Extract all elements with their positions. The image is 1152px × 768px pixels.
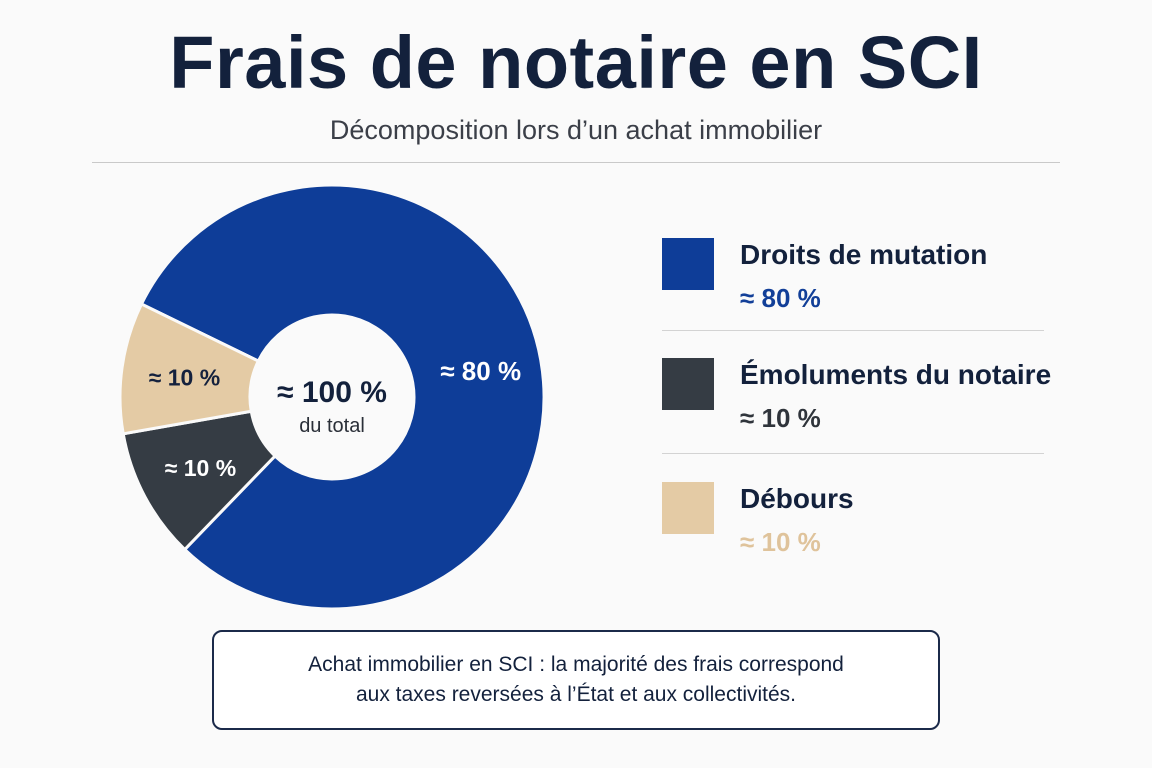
legend-value: ≈ 80 % bbox=[740, 283, 821, 313]
legend-divider bbox=[662, 330, 1044, 331]
legend-swatch bbox=[662, 358, 714, 410]
legend-value: ≈ 10 % bbox=[740, 527, 821, 557]
chart-title: Frais de notaire en SCI bbox=[169, 21, 983, 104]
legend-label: Débours bbox=[740, 483, 854, 514]
legend-swatch bbox=[662, 482, 714, 534]
legend-label: Droits de mutation bbox=[740, 239, 988, 270]
summary-note: Achat immobilier en SCI : la majorité de… bbox=[212, 630, 940, 730]
legend-divider bbox=[662, 453, 1044, 454]
donut-slice-1 bbox=[139, 183, 546, 611]
donut-center-value: ≈ 100 % bbox=[277, 376, 387, 409]
header-divider bbox=[92, 162, 1060, 163]
donut-center-caption: du total bbox=[299, 415, 365, 437]
legend-value: ≈ 10 % bbox=[740, 403, 821, 433]
slice-label-1: ≈ 80 % bbox=[440, 356, 521, 386]
summary-note-line: Achat immobilier en SCI : la majorité de… bbox=[308, 653, 844, 676]
summary-note-line: aux taxes reversées à l’État et aux coll… bbox=[355, 683, 797, 706]
chart-subtitle: Décomposition lors d’un achat immobilier bbox=[329, 115, 823, 145]
slice-label-2: ≈ 10 % bbox=[165, 455, 236, 481]
slice-label-3: ≈ 10 % bbox=[149, 364, 220, 390]
legend-swatch bbox=[662, 238, 714, 290]
donut-slice-3 bbox=[118, 302, 261, 436]
legend-label: Émoluments du notaire bbox=[740, 359, 1052, 390]
